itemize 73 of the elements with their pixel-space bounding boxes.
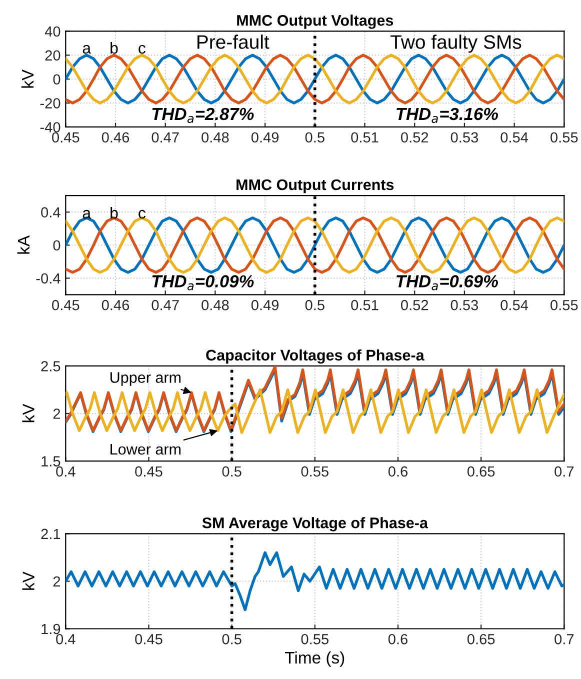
chart-title: SM Average Voltage of Phase-a [202, 517, 428, 532]
x-tick-label: 0.52 [400, 132, 428, 143]
x-tick-label: 0.48 [202, 132, 229, 143]
x-tick-label: 0.6 [388, 634, 408, 644]
x-tick-label: 0.65 [467, 634, 495, 644]
annotation: THD$_{a}$=2.87% [152, 108, 254, 123]
y-tick-label: -20 [40, 98, 60, 108]
y-tick-label: 2 [53, 408, 60, 419]
x-tick-label: 0.45 [52, 300, 80, 310]
y-tick-label: 2 [53, 576, 60, 587]
y-axis-title: kA [17, 235, 30, 254]
y-tick-label: 2.1 [41, 528, 60, 539]
y-tick-label: -40 [40, 122, 60, 132]
x-tick-label: 0.55 [301, 634, 328, 644]
x-tick-label: 0.55 [301, 466, 328, 477]
chart-title: Capacitor Voltages of Phase-a [206, 349, 424, 364]
series-label: a [82, 44, 92, 54]
x-tick-label: 0.49 [251, 300, 279, 310]
line-series [66, 54, 564, 104]
x-tick-label: 0.49 [251, 132, 279, 143]
y-tick-label: 0.4 [41, 207, 60, 218]
chart-title: MMC Output Voltages [237, 14, 394, 29]
x-tick-label: 0.7 [554, 634, 574, 644]
x-tick-label: 0.47 [152, 300, 179, 310]
series-label: Upper arm [110, 372, 180, 386]
x-tick-label: 0.45 [135, 466, 162, 477]
y-tick-label: 40 [44, 26, 60, 37]
x-tick-label: 0.5 [305, 300, 324, 310]
x-tick-label: 0.45 [52, 132, 80, 143]
annotation: THD$_{a}$=0.69% [396, 275, 498, 290]
x-tick-label: 0.53 [450, 132, 478, 143]
x-tick-label: 0.52 [400, 300, 428, 310]
series-label: a [82, 210, 92, 219]
y-tick-label: 1.5 [42, 456, 60, 466]
x-tick-label: 0.46 [102, 300, 130, 310]
x-tick-label: 0.48 [202, 300, 229, 310]
x-tick-label: 0.51 [351, 132, 378, 143]
y-axis-title: kV [22, 404, 34, 422]
y-tick-label: 1.9 [42, 624, 60, 634]
annotation: Pre-fault [198, 34, 270, 49]
y-tick-label: 2.5 [41, 361, 60, 372]
series-label: b [110, 42, 118, 54]
x-tick-label: 0.47 [152, 132, 179, 143]
line-series [66, 551, 564, 612]
x-tick-label: 0.5 [222, 466, 242, 477]
series-label: c [138, 210, 146, 219]
x-tick-label: 0.51 [351, 300, 378, 310]
series-label: b [110, 206, 118, 219]
x-tick-label: 0.46 [102, 132, 130, 143]
x-tick-label: 0.53 [450, 300, 478, 310]
annotation: THD$_{a}$=3.16% [396, 108, 498, 123]
x-tick-label: 0.65 [467, 466, 495, 477]
chart-title: MMC Output Currents [236, 179, 394, 194]
y-tick-label: 20 [45, 50, 60, 61]
y-axis-title: kV [22, 572, 34, 590]
x-tick-label: 0.54 [500, 132, 528, 143]
x-tick-label: 0.54 [500, 300, 528, 310]
series-label: c [138, 44, 146, 54]
annotation: THD$_{a}$=0.09% [152, 275, 254, 290]
x-tick-label: 0.45 [135, 634, 162, 644]
annotation: Two faulty SMs [390, 34, 522, 53]
y-tick-label: 0 [53, 240, 60, 251]
x-tick-label: 0.7 [554, 466, 574, 477]
x-tick-label: 0.55 [550, 300, 578, 310]
y-tick-label: 0 [53, 74, 60, 85]
y-axis-title: kV [21, 69, 34, 88]
y-tick-label: -0.4 [36, 273, 60, 284]
series-label: Lower arm [110, 444, 180, 455]
x-tick-label: 0.6 [388, 466, 408, 477]
x-tick-label: 0.55 [550, 132, 578, 143]
x-axis-title: Time (s) [285, 651, 344, 667]
x-tick-label: 0.5 [222, 634, 242, 644]
x-tick-label: 0.5 [305, 132, 324, 143]
